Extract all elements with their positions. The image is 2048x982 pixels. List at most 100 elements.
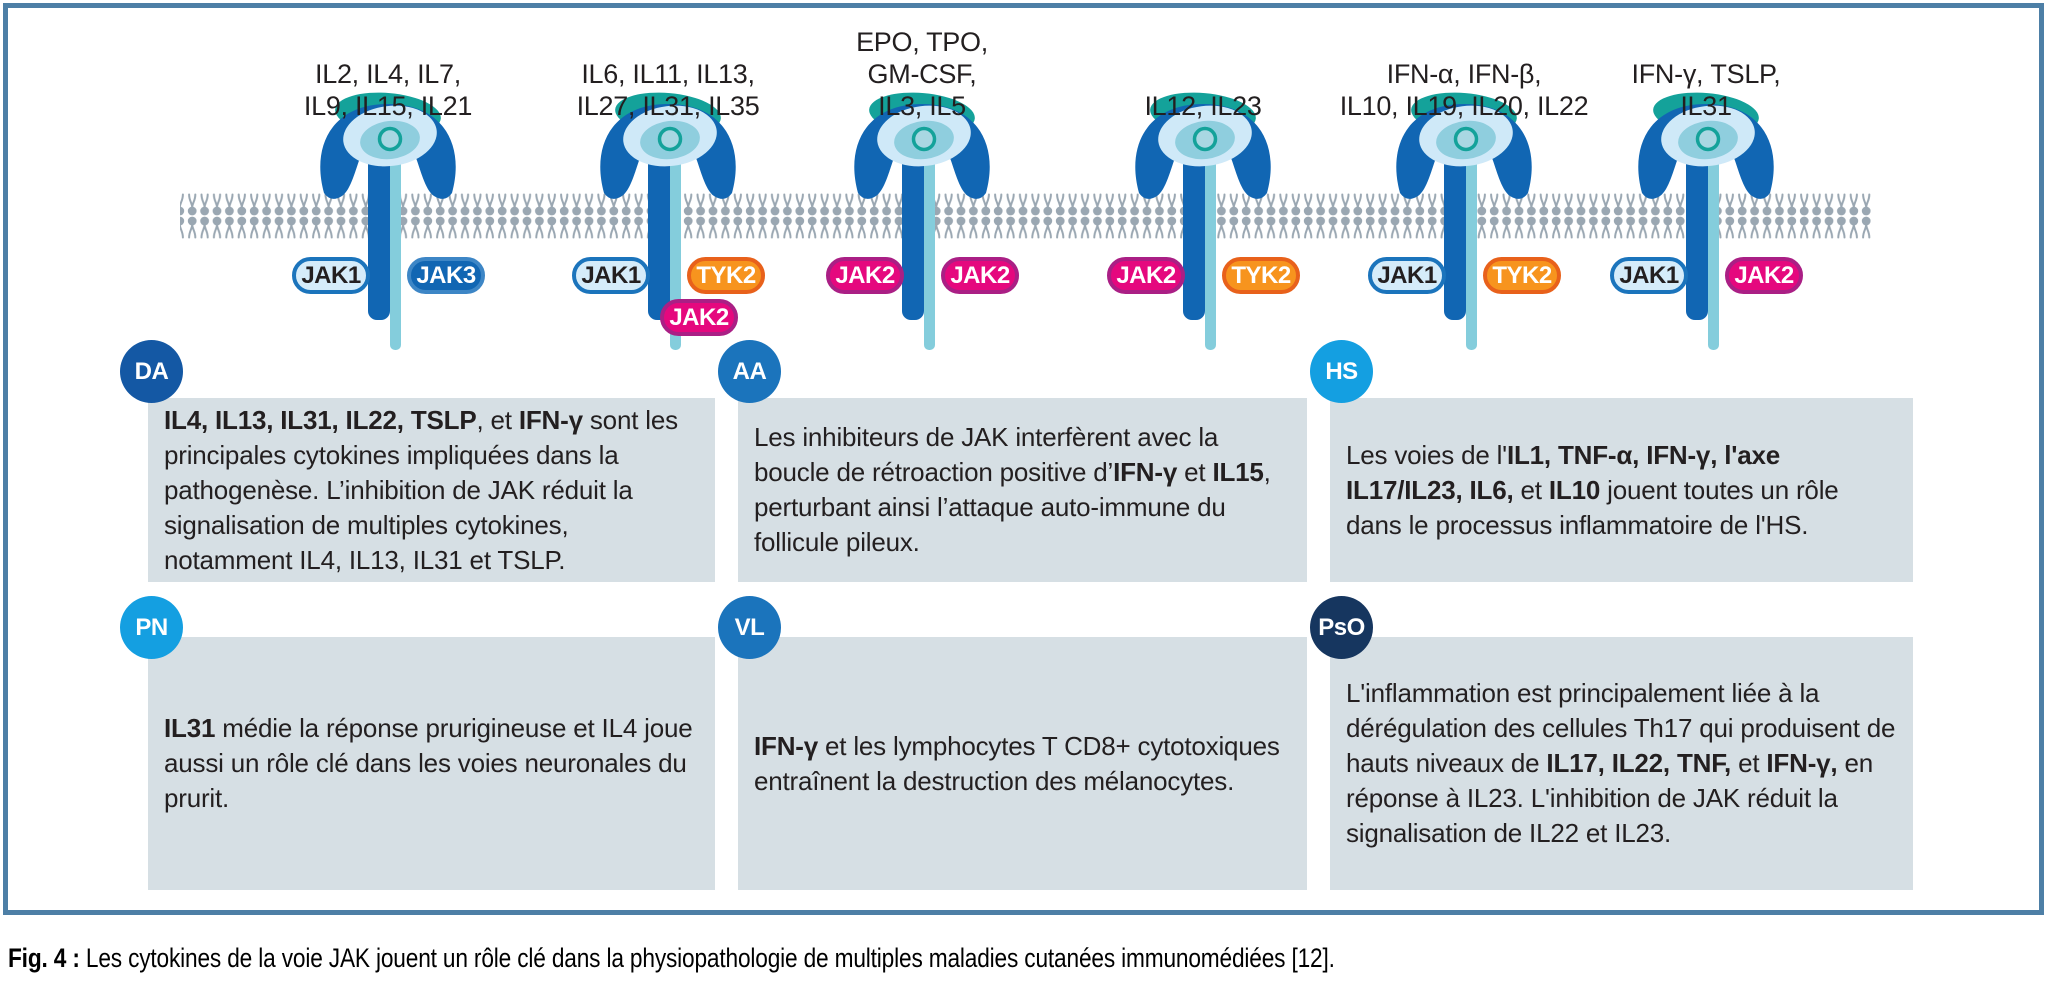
disease-box-HS: Les voies de l'IL1, TNF-α, IFN-γ, l'axe … <box>1330 398 1913 582</box>
membrane-and-receptors-graphic <box>180 92 1872 350</box>
ligand-site-icon <box>911 126 937 152</box>
description-text: et <box>1731 748 1767 778</box>
description-text: L'inflammation est principalement liée à… <box>1346 678 1896 778</box>
cytokine-label-line: IL27, IL31, IL35 <box>576 91 760 121</box>
disease-box-DA: IL4, IL13, IL31, IL22, TSLP, et IFN-γ so… <box>148 398 715 582</box>
cytokine-group-label: IFN-γ, TSLP, IL31 <box>1536 58 1876 122</box>
receptor-stem-light <box>1708 150 1719 350</box>
description-text: , et <box>476 404 519 435</box>
cytokine-label-line: EPO, TPO, <box>856 27 988 57</box>
ligand-site-icon <box>1453 126 1479 152</box>
cytokine-label-line: IL2, IL4, IL7, <box>315 59 461 89</box>
cytokine-group-label: IL2, IL4, IL7, IL9, IL15, IL21 <box>218 58 558 122</box>
ligand-site-icon <box>1192 126 1218 152</box>
kinase-badge-jak1: JAK1 <box>1610 257 1688 294</box>
receptor-stem-dark <box>902 150 924 320</box>
disease-badge-PsO: PsO <box>1310 596 1373 659</box>
cytokine-label-line: IL9, IL15, IL21 <box>303 91 473 121</box>
cytokine-receptor <box>854 92 990 350</box>
disease-description: IL4, IL13, IL31, IL22, TSLP, et IFN-γ so… <box>164 403 699 578</box>
figure-caption: Fig. 4 : Les cytokines de la voie JAK jo… <box>8 941 1335 975</box>
cytokine-highlight: IFN-γ <box>754 730 819 761</box>
disease-badge-HS: HS <box>1310 340 1373 403</box>
description-text: sont les principales cytokines impliquée… <box>164 404 678 575</box>
kinase-badge-jak2: JAK2 <box>660 299 738 336</box>
cytokine-group-label: IFN-α, IFN-β, IL10, IL19, IL20, IL22 <box>1294 58 1634 122</box>
cytokine-highlight: IFN-γ <box>1113 457 1178 487</box>
cytokine-label-line: GM-CSF, <box>867 59 977 89</box>
cytokine-highlight: IL15 <box>1212 457 1264 487</box>
disease-badge-PN: PN <box>120 596 183 659</box>
disease-box-VL: IFN-γ et les lymphocytes T CD8+ cytotoxi… <box>738 637 1307 890</box>
disease-badge-AA: AA <box>718 340 781 403</box>
receptor-stem-light <box>1205 150 1216 350</box>
ligand-site-icon <box>377 126 403 152</box>
kinase-badge-tyk2: TYK2 <box>1483 257 1561 294</box>
description-text: jouent toutes un rôle dans le processus … <box>1346 474 1839 540</box>
cytokine-label-line: IL31 <box>1680 91 1732 121</box>
disease-description: IL31 médie la réponse prurigineuse et IL… <box>164 711 699 816</box>
cytokine-receptor <box>1638 92 1774 350</box>
disease-badge-DA: DA <box>120 340 183 403</box>
cytokine-highlight: IFN-γ, <box>1766 748 1838 778</box>
disease-description: Les inhibiteurs de JAK interfèrent avec … <box>754 420 1291 560</box>
description-text: , perturbant ainsi l’attaque auto-immune… <box>754 457 1271 557</box>
cytokine-group-label: EPO, TPO, GM-CSF, IL3, IL5 <box>752 26 1092 122</box>
cytokine-receptor <box>600 92 736 350</box>
disease-description: IFN-γ et les lymphocytes T CD8+ cytotoxi… <box>754 729 1291 799</box>
disease-badge-VL: VL <box>718 596 781 659</box>
cytokine-highlight: IL31 <box>164 713 216 743</box>
description-text: médie la réponse prurigineuse et IL4 jou… <box>164 713 693 813</box>
kinase-badge-jak2: JAK2 <box>941 257 1019 294</box>
kinase-badge-tyk2: TYK2 <box>687 257 765 294</box>
cytokine-highlight: IL1, TNF-α, IFN-γ, l'axe IL17/IL23, IL6, <box>1346 439 1781 505</box>
kinase-badge-tyk2: TYK2 <box>1222 257 1300 294</box>
disease-box-AA: Les inhibiteurs de JAK interfèrent avec … <box>738 398 1307 582</box>
disease-box-PsO: L'inflammation est principalement liée à… <box>1330 637 1913 890</box>
cytokine-group-label: IL6, IL11, IL13, IL27, IL31, IL35 <box>498 58 838 122</box>
kinase-badge-jak1: JAK1 <box>292 257 370 294</box>
kinase-badge-jak2: JAK2 <box>1725 257 1803 294</box>
disease-box-PN: IL31 médie la réponse prurigineuse et IL… <box>148 637 715 890</box>
ligand-site-icon <box>1695 126 1721 152</box>
receptor-stem-light <box>924 150 935 350</box>
description-text: Les voies de l' <box>1346 439 1507 470</box>
description-text: en réponse à IL23. L'inhibition de JAK r… <box>1346 748 1873 848</box>
description-text: Les inhibiteurs de JAK interfèrent avec … <box>754 422 1219 487</box>
cytokine-label-line: IL10, IL19, IL20, IL22 <box>1339 91 1589 121</box>
cytokine-label-line: IL3, IL5 <box>878 91 966 121</box>
cytokine-receptor <box>1135 92 1271 350</box>
cytokine-receptor <box>320 92 456 350</box>
kinase-badge-jak1: JAK1 <box>1368 257 1446 294</box>
lipid-bilayer-membrane <box>180 193 1872 247</box>
disease-description: L'inflammation est principalement liée à… <box>1346 676 1897 851</box>
figure-caption-text: Les cytokines de la voie JAK jouent un r… <box>85 943 1335 973</box>
cytokine-highlight: IFN-γ <box>518 404 583 435</box>
cytokine-highlight: IL17, IL22, TNF, <box>1546 748 1732 778</box>
disease-description: Les voies de l'IL1, TNF-α, IFN-γ, l'axe … <box>1346 438 1897 543</box>
description-text: et <box>1513 474 1549 505</box>
kinase-badge-jak3: JAK3 <box>407 257 485 294</box>
cytokine-label-line: IL6, IL11, IL13, <box>581 59 755 89</box>
cytokine-group-label: IL12, IL23 <box>1033 90 1373 122</box>
receptor-stem-dark <box>368 150 390 320</box>
description-text: et <box>1177 457 1213 487</box>
receptor-stem-dark <box>1444 150 1466 320</box>
receptor-stem-light <box>1466 150 1477 350</box>
kinase-badge-jak2: JAK2 <box>826 257 904 294</box>
figure-caption-label: Fig. 4 : <box>8 943 86 973</box>
receptor-stem-dark <box>1686 150 1708 320</box>
cytokine-highlight: IL4, IL13, IL31, IL22, TSLP <box>164 404 477 435</box>
receptor-stem-light <box>390 150 401 350</box>
cytokine-label-line: IL12, IL23 <box>1144 91 1262 121</box>
cytokine-highlight: IL10 <box>1548 474 1601 505</box>
description-text: et les lymphocytes T CD8+ cytotoxiques e… <box>754 730 1280 796</box>
cytokine-label-line: IFN-γ, TSLP, <box>1631 59 1781 89</box>
kinase-badge-jak2: JAK2 <box>1107 257 1185 294</box>
ligand-site-icon <box>657 126 683 152</box>
cytokine-receptor <box>1396 92 1532 350</box>
receptor-stem-dark <box>648 150 670 320</box>
receptor-stem-dark <box>1183 150 1205 320</box>
cytokine-label-line: IFN-α, IFN-β, <box>1386 59 1542 89</box>
